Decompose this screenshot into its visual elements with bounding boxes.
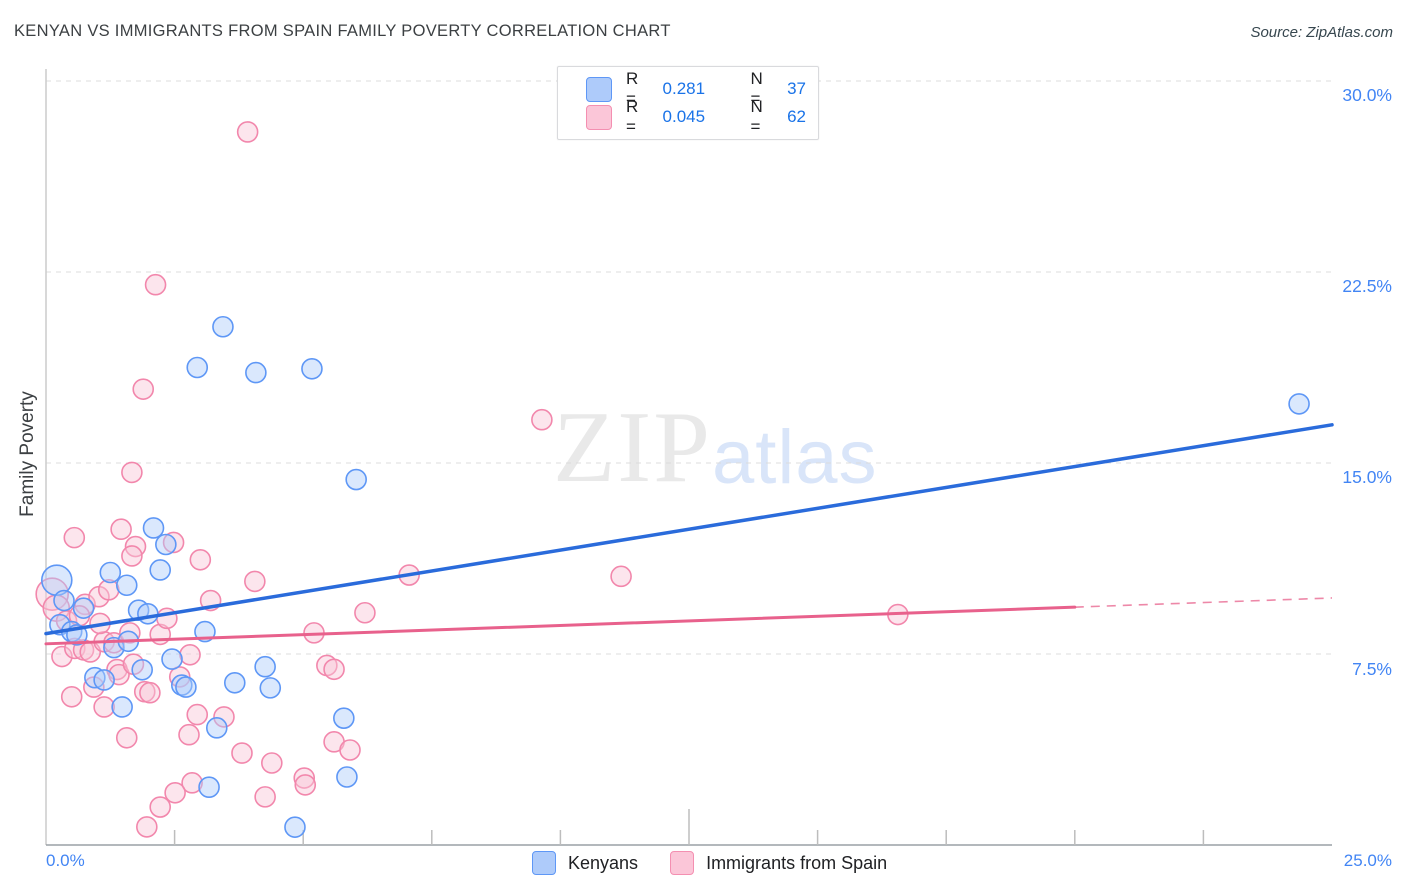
spain-data-point: [149, 796, 171, 818]
kenyans-data-point: [131, 658, 153, 681]
source-attribution: Source: ZipAtlas.com: [1250, 24, 1393, 41]
kenyans-data-point: [254, 655, 276, 678]
spain-swatch-icon: [586, 104, 612, 130]
r-value-kenyans: 0.281: [662, 79, 706, 98]
y-tick-label-30: 30.0%: [1342, 85, 1392, 105]
y-tick-label-22-5: 22.5%: [1342, 276, 1392, 296]
y-tick-label-15: 15.0%: [1342, 467, 1392, 487]
spain-data-point: [179, 643, 201, 666]
kenyans-data-point: [345, 468, 367, 491]
kenyans-legend-label: Kenyans: [568, 852, 639, 873]
r-label: R =: [626, 69, 639, 108]
spain-data-point: [139, 681, 161, 704]
legend-row-spain: R = 0.045 N = 62: [586, 97, 806, 136]
spain-data-point: [144, 273, 167, 296]
kenyans-swatch-icon: [532, 851, 556, 875]
spain-data-point: [244, 570, 266, 593]
kenyans-data-point: [41, 564, 73, 596]
kenyans-data-point: [115, 574, 138, 597]
kenyans-data-point: [99, 561, 122, 584]
spain-legend-label: Immigrants from Spain: [706, 852, 888, 873]
spain-data-point: [531, 408, 553, 431]
spain-data-point: [63, 526, 86, 549]
spain-data-point: [132, 378, 155, 400]
spain-data-point: [293, 767, 316, 789]
kenyans-data-point: [336, 766, 358, 788]
spain-data-point: [186, 703, 209, 726]
r-label: R =: [626, 97, 639, 136]
spain-data-point: [136, 816, 158, 838]
spain-data-point: [164, 781, 186, 804]
spain-data-point: [213, 706, 235, 728]
spain-data-point: [162, 531, 185, 554]
spain-data-point: [121, 545, 143, 567]
correlation-legend: R = 0.281 N = 37 R = 0.045 N = 62: [557, 66, 819, 140]
kenyans-data-point: [161, 648, 183, 670]
spain-data-point: [121, 461, 143, 484]
kenyans-data-point: [205, 717, 228, 739]
spain-data-point: [168, 666, 191, 688]
n-label: N =: [750, 69, 763, 108]
spain-data-point: [231, 742, 253, 764]
x-tick-label-0: 0.0%: [46, 851, 85, 870]
spain-trend-line: [44, 605, 1077, 646]
n-value-spain: 62: [787, 107, 806, 126]
kenyans-data-point: [175, 676, 197, 698]
kenyans-data-point: [155, 533, 177, 556]
spain-data-point: [354, 601, 376, 624]
kenyans-data-point: [198, 776, 220, 798]
spain-data-point: [236, 121, 259, 143]
kenyans-data-point: [142, 517, 165, 539]
kenyans-data-point: [212, 315, 234, 338]
page-title: KENYAN VS IMMIGRANTS FROM SPAIN FAMILY P…: [14, 22, 671, 40]
kenyans-data-point: [72, 597, 95, 619]
spain-data-point: [60, 685, 83, 708]
kenyans-data-point: [1288, 393, 1310, 415]
spain-data-point: [93, 696, 115, 718]
spain-data-point: [110, 518, 132, 541]
legend-row-kenyans: R = 0.281 N = 37: [586, 69, 806, 108]
kenyans-trend-line: [44, 423, 1334, 636]
kenyans-data-point: [137, 602, 159, 625]
series-legend: Kenyans Immigrants from Spain: [532, 851, 887, 875]
x-tick-label-25: 25.0%: [1343, 851, 1392, 870]
kenyans-data-point: [93, 669, 115, 691]
kenyans-data-point: [53, 589, 75, 612]
spain-data-point: [294, 774, 317, 796]
kenyans-data-point: [149, 559, 171, 581]
spain-data-point: [178, 723, 200, 746]
kenyans-data-point: [301, 357, 323, 380]
kenyans-data-point: [284, 816, 306, 838]
spain-data-point: [339, 739, 361, 761]
spain-data-point: [119, 622, 141, 644]
spain-data-point: [181, 772, 203, 794]
spain-data-point: [189, 548, 212, 571]
spain-data-point: [254, 786, 276, 808]
n-label: N =: [750, 97, 763, 136]
spain-data-point: [115, 726, 138, 749]
spain-swatch-icon: [670, 851, 695, 875]
spain-data-point: [323, 658, 345, 681]
spain-data-point: [610, 565, 632, 588]
r-value-spain: 0.045: [662, 107, 706, 126]
kenyans-data-point: [245, 361, 267, 384]
spain-data-point: [261, 752, 283, 774]
kenyans-data-point: [259, 677, 282, 699]
kenyans-data-point: [333, 707, 355, 729]
spain-trend-line-extension: [1074, 597, 1333, 608]
kenyans-data-point: [186, 356, 209, 379]
kenyans-swatch-icon: [586, 76, 612, 102]
kenyans-data-point: [111, 696, 133, 718]
spain-data-point: [51, 645, 73, 668]
kenyans-data-point: [223, 671, 246, 694]
y-tick-label-7-5: 7.5%: [1352, 659, 1392, 679]
n-value-kenyans: 37: [787, 79, 806, 98]
